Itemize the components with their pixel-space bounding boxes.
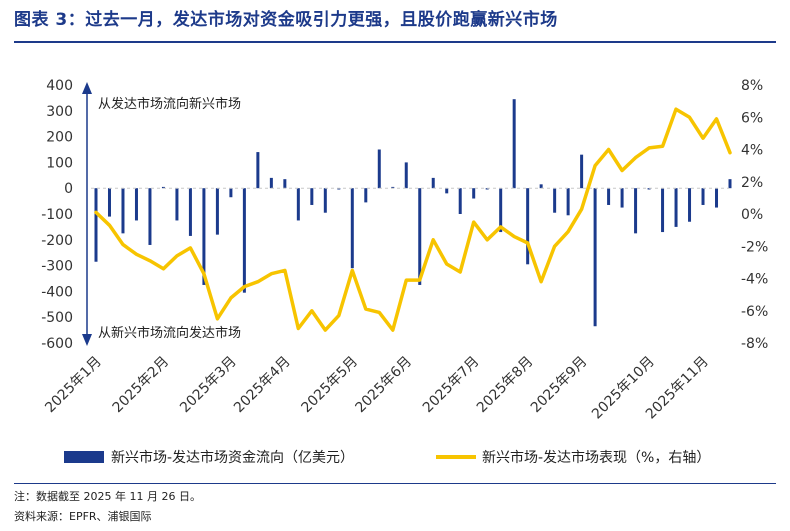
flow-bar <box>310 188 314 205</box>
flow-bar <box>188 188 192 236</box>
flow-bar <box>607 188 611 205</box>
right-tick-label: 6% <box>741 110 763 126</box>
flow-bar <box>512 99 516 189</box>
flow-bar <box>580 154 584 189</box>
right-tick-label: -2% <box>741 239 768 255</box>
legend-line-label: 新兴市场-发达市场表现（%，右轴） <box>482 449 710 466</box>
flow-bar <box>121 188 125 234</box>
arrow-head-up <box>82 82 92 94</box>
x-axis-label: 2025年1月 <box>42 354 105 417</box>
direction-arrow <box>82 82 92 346</box>
right-tick-label: -8% <box>741 336 768 352</box>
left-tick-label: 0 <box>64 181 73 197</box>
left-tick-label: 400 <box>46 78 73 94</box>
flow-bar <box>458 188 462 214</box>
x-axis-label: 2025年5月 <box>299 354 362 417</box>
footnote: 注：数据截至 2025 年 11 月 26 日。 <box>14 490 201 503</box>
annotation-top: 从发达市场流向新兴市场 <box>98 96 241 112</box>
x-axis-label: 2025年8月 <box>474 354 537 417</box>
left-axis-ticks: 400 300 200 100 0 -100 -200 -300 -400 -500 -600 <box>41 78 73 352</box>
flow-bar <box>148 188 152 245</box>
flow-bar <box>674 188 678 227</box>
flow-bar <box>701 188 705 205</box>
left-tick-label: 100 <box>46 155 73 171</box>
flow-bar <box>215 188 219 235</box>
flow-bar <box>566 188 570 216</box>
flow-bar <box>175 188 179 221</box>
x-axis-label: 2025年2月 <box>110 354 173 417</box>
right-tick-label: -4% <box>741 272 768 288</box>
flow-bar <box>337 188 341 190</box>
flow-bar <box>634 188 638 234</box>
flow-bar <box>472 188 476 199</box>
left-tick-label: 200 <box>46 130 73 146</box>
source-note: 资料来源：EPFR、浦银国际 <box>14 510 152 523</box>
left-tick-label: -600 <box>41 336 73 352</box>
flow-bar <box>404 162 408 189</box>
annotation-bottom: 从新兴市场流向发达市场 <box>98 325 241 341</box>
x-axis-label: 2025年7月 <box>420 354 483 417</box>
left-tick-label: 300 <box>46 104 73 120</box>
flow-bar <box>431 177 435 189</box>
flow-bar <box>391 186 395 189</box>
legend-bar-label: 新兴市场-发达市场资金流向（亿美元） <box>111 449 354 466</box>
flow-bar <box>499 188 503 233</box>
x-axis-label: 2025年9月 <box>528 354 591 417</box>
flow-bar <box>553 188 557 213</box>
flow-bar <box>323 188 327 213</box>
left-tick-label: -500 <box>41 310 73 326</box>
flow-bar <box>688 188 692 222</box>
right-tick-label: 2% <box>741 175 763 191</box>
page-title: 图表 3：过去一月，发达市场对资金吸引力更强，且股价跑赢新兴市场 <box>14 10 558 30</box>
flow-bar <box>107 188 111 217</box>
flow-bar <box>620 188 624 208</box>
flow-bar <box>715 188 719 208</box>
flow-bar <box>647 188 651 190</box>
flow-bar <box>283 179 287 189</box>
right-tick-label: 8% <box>741 78 763 94</box>
flow-bar <box>445 188 449 194</box>
footer-divider <box>14 483 776 484</box>
flow-bar <box>593 188 597 327</box>
flow-bar <box>94 188 98 262</box>
x-axis-label: 2025年3月 <box>177 354 240 417</box>
left-tick-label: -200 <box>41 233 73 249</box>
flow-bar <box>229 188 233 198</box>
legend: 新兴市场-发达市场资金流向（亿美元） 新兴市场-发达市场表现（%，右轴） <box>64 449 710 466</box>
right-tick-label: 4% <box>741 143 763 159</box>
x-axis-label: 2025年6月 <box>352 354 415 417</box>
right-tick-label: 0% <box>741 207 763 223</box>
left-tick-label: -400 <box>41 284 73 300</box>
flow-bar <box>161 186 165 189</box>
flow-bar <box>202 188 206 285</box>
x-axis-label: 2025年4月 <box>231 354 294 417</box>
flow-bar <box>256 152 260 189</box>
flow-bar <box>418 188 422 285</box>
flow-bar <box>728 179 732 189</box>
flow-bar <box>134 188 138 221</box>
left-tick-label: -300 <box>41 259 73 275</box>
flow-bar <box>296 188 300 221</box>
left-tick-label: -100 <box>41 207 73 223</box>
flow-bar <box>242 188 246 293</box>
flow-bar <box>661 188 665 233</box>
legend-bar-swatch <box>64 451 104 463</box>
flow-bar <box>364 188 368 203</box>
title-divider <box>14 41 776 43</box>
flow-bar <box>539 184 543 189</box>
performance-line <box>94 107 732 332</box>
arrow-head-down <box>82 334 92 346</box>
flow-bar <box>526 188 530 265</box>
flow-bar <box>485 188 489 190</box>
flow-bars <box>94 99 732 327</box>
right-axis-ticks: 8% 6% 4% 2% 0% -2% -4% -6% -8% <box>741 78 768 352</box>
flow-bar <box>377 149 381 189</box>
flow-bar <box>269 177 273 189</box>
flow-bar <box>350 188 354 269</box>
right-tick-label: -6% <box>741 304 768 320</box>
